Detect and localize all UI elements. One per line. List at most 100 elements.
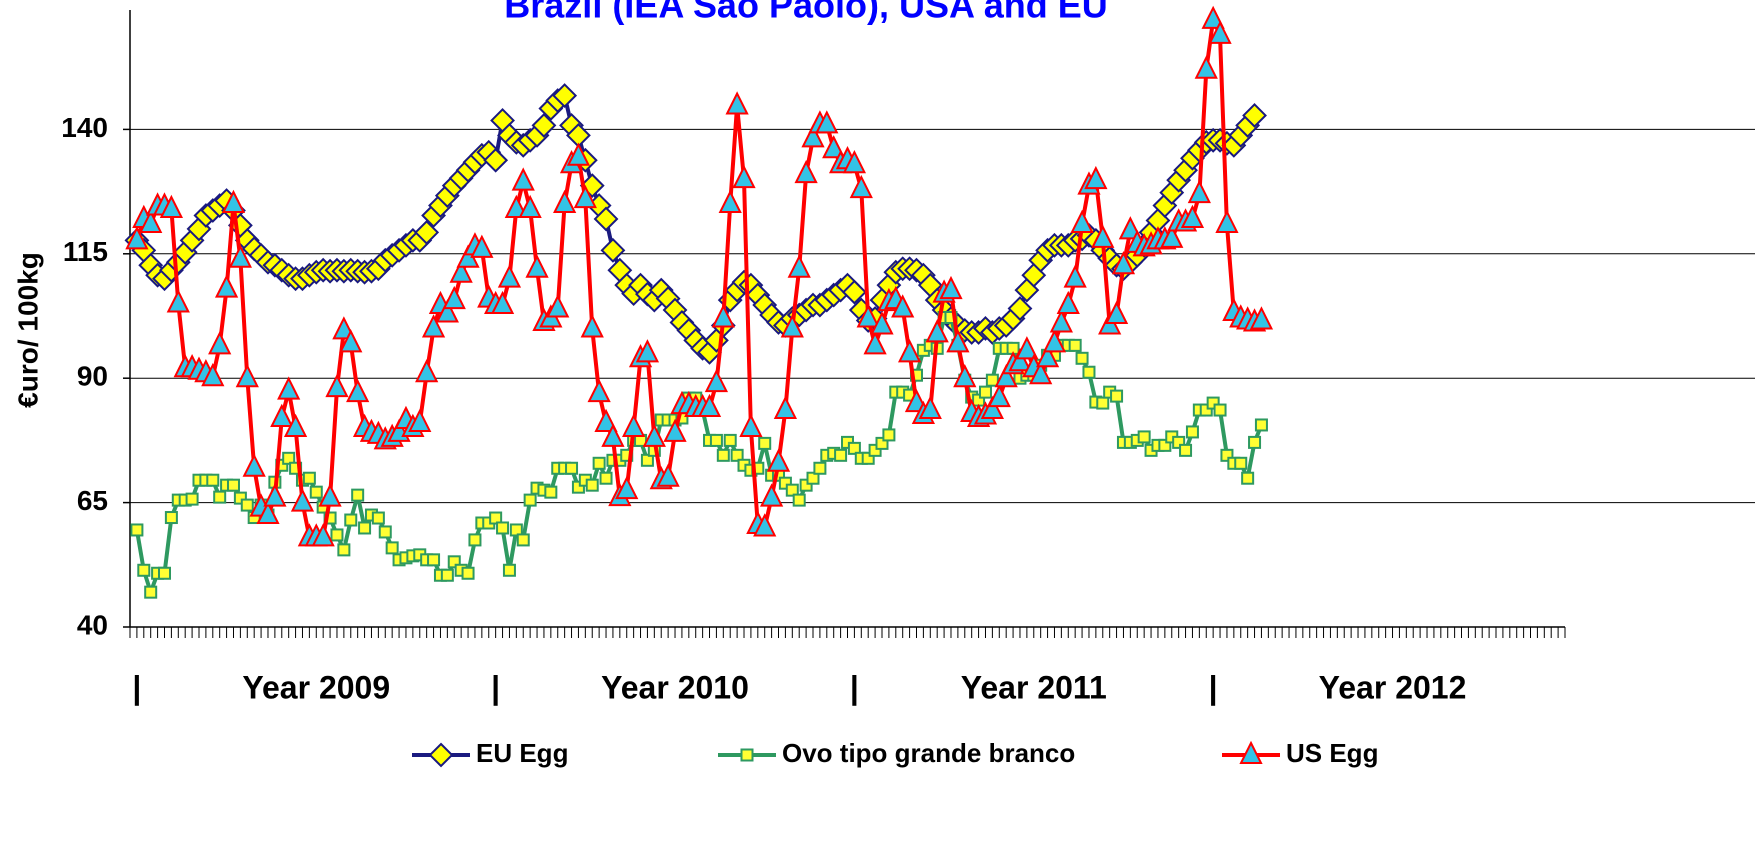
marker-square xyxy=(144,585,158,599)
marker-triangle xyxy=(1187,179,1211,204)
marker-triangle xyxy=(801,124,825,148)
marker-triangle xyxy=(470,234,494,258)
marker-square xyxy=(330,528,344,542)
marker-square xyxy=(371,511,385,525)
marker-square xyxy=(592,456,606,470)
marker-square xyxy=(1241,471,1255,485)
marker-triangle xyxy=(815,110,839,134)
marker-square xyxy=(344,513,358,527)
marker-triangle xyxy=(325,373,349,398)
marker-triangle xyxy=(221,189,246,214)
marker-square xyxy=(1110,389,1124,403)
marker-square xyxy=(358,521,372,535)
marker-square xyxy=(565,461,579,475)
marker-diamond xyxy=(552,83,578,108)
marker-triangle xyxy=(1215,209,1239,233)
legend-label: US Egg xyxy=(1286,738,1378,768)
marker-triangle xyxy=(766,448,791,472)
marker-triangle xyxy=(622,413,646,437)
y-tick-label: 115 xyxy=(63,236,108,267)
marker-square xyxy=(806,471,820,485)
marker-square xyxy=(385,541,399,555)
marker-triangle xyxy=(553,189,577,214)
marker-square xyxy=(882,428,896,442)
marker-triangle xyxy=(635,339,660,363)
marker-triangle xyxy=(732,164,756,189)
marker-square xyxy=(978,385,992,399)
marker-square xyxy=(1075,351,1089,365)
marker-square xyxy=(233,491,247,505)
marker-square xyxy=(206,473,220,487)
marker-square xyxy=(868,443,882,457)
marker-square xyxy=(447,555,461,569)
marker-triangle xyxy=(718,189,742,214)
marker-triangle xyxy=(822,135,846,159)
marker-triangle xyxy=(408,408,432,432)
marker-square xyxy=(599,471,613,485)
marker-square xyxy=(1137,430,1151,444)
marker-square xyxy=(785,483,799,497)
marker-square xyxy=(716,448,730,462)
marker-diamond xyxy=(483,147,509,173)
marker-square xyxy=(1206,396,1220,410)
marker-triangle xyxy=(870,311,894,335)
y-axis-label: €uro/ 100kg xyxy=(12,252,43,408)
marker-triangle xyxy=(849,174,873,199)
marker-triangle xyxy=(739,413,763,437)
marker-triangle xyxy=(1063,264,1087,288)
marker-triangle xyxy=(1070,209,1094,233)
marker-triangle xyxy=(228,244,253,268)
marker-diamond xyxy=(1007,296,1033,321)
marker-triangle xyxy=(994,363,1018,388)
marker-square xyxy=(282,451,296,465)
marker-square xyxy=(740,748,754,762)
marker-triangle xyxy=(1029,360,1053,385)
marker-square xyxy=(427,553,441,567)
marker-triangle xyxy=(277,376,301,400)
y-tick-label: 65 xyxy=(77,485,108,516)
marker-diamond xyxy=(593,206,619,232)
marker-square xyxy=(489,511,503,525)
marker-triangle xyxy=(518,194,542,219)
marker-triangle xyxy=(1056,290,1080,315)
x-tick-label: | xyxy=(850,669,859,705)
marker-triangle xyxy=(697,393,722,418)
marker-triangle xyxy=(1084,165,1108,190)
marker-square xyxy=(1158,438,1172,452)
marker-square xyxy=(509,523,523,537)
marker-triangle xyxy=(773,395,798,420)
marker-square xyxy=(164,511,178,525)
marker-square xyxy=(137,563,151,577)
marker-triangle xyxy=(290,488,315,512)
marker-triangle xyxy=(953,363,977,388)
marker-triangle xyxy=(787,254,811,278)
marker-square xyxy=(302,471,316,485)
marker-square xyxy=(461,566,475,580)
marker-triangle xyxy=(504,194,528,219)
marker-triangle xyxy=(1249,306,1274,330)
x-category-label: Year 2011 xyxy=(961,669,1107,705)
marker-triangle xyxy=(1091,224,1115,248)
marker-square xyxy=(709,433,723,447)
x-tick-label: | xyxy=(491,669,500,705)
marker-triangle xyxy=(435,299,459,323)
y-tick-label: 40 xyxy=(77,609,108,640)
series-line xyxy=(134,315,1264,595)
x-category-label: Year 2009 xyxy=(242,669,390,705)
marker-triangle xyxy=(863,331,887,355)
marker-square xyxy=(792,493,806,507)
marker-triangle xyxy=(346,378,370,403)
marker-triangle xyxy=(525,254,549,278)
marker-square xyxy=(351,488,365,502)
marker-triangle xyxy=(159,194,184,219)
marker-triangle xyxy=(415,358,439,383)
marker-triangle xyxy=(891,294,915,318)
marker-square xyxy=(1213,403,1227,417)
marker-triangle xyxy=(1201,5,1225,29)
marker-triangle xyxy=(842,149,867,174)
marker-triangle xyxy=(1111,251,1136,275)
marker-square xyxy=(440,568,454,582)
marker-triangle xyxy=(242,453,266,477)
marker-triangle xyxy=(725,91,749,115)
